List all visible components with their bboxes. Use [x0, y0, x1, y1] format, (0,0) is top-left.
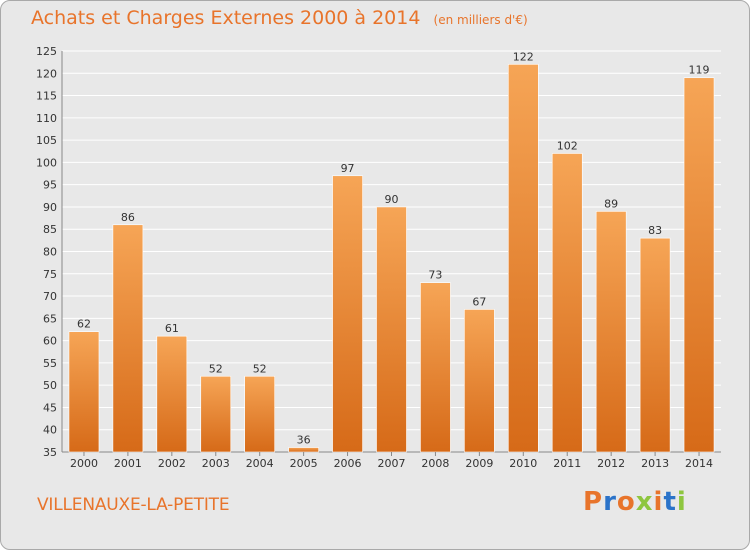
- logo-letter: i: [676, 487, 687, 517]
- y-tick-label: 110: [36, 112, 57, 125]
- y-tick-label: 75: [43, 268, 57, 281]
- data-label: 52: [209, 362, 223, 375]
- data-label: 102: [557, 139, 578, 152]
- data-label: 119: [689, 64, 710, 77]
- y-tick-label: 70: [43, 290, 57, 303]
- y-tick-label: 80: [43, 246, 57, 259]
- y-tick-label: 120: [36, 67, 57, 80]
- data-label: 62: [77, 318, 91, 331]
- logo-letter: r: [603, 487, 617, 517]
- bar: [112, 224, 144, 453]
- logo-letter: t: [663, 487, 677, 517]
- bar: [507, 64, 539, 453]
- data-label: 52: [253, 362, 267, 375]
- logo-letter: i: [653, 487, 664, 517]
- data-label: 83: [648, 224, 662, 237]
- x-tick-label: 2010: [509, 457, 537, 470]
- data-label: 89: [604, 197, 618, 210]
- commune-name: VILLENAUXE-LA-PETITE: [37, 495, 230, 515]
- data-label: 122: [513, 50, 534, 63]
- data-label: 36: [297, 434, 311, 447]
- y-tick-label: 125: [36, 45, 57, 58]
- x-tick-label: 2006: [334, 457, 362, 470]
- bar: [595, 211, 627, 453]
- bar: [464, 309, 495, 453]
- bar: [376, 206, 407, 453]
- y-tick-label: 40: [43, 424, 57, 437]
- data-label: 97: [341, 162, 355, 175]
- chart-header: Achats et Charges Externes 2000 à 2014 (…: [31, 7, 528, 29]
- x-tick-label: 2011: [553, 457, 581, 470]
- x-tick-label: 2004: [246, 457, 274, 470]
- data-label: 90: [385, 193, 399, 206]
- y-tick-label: 100: [36, 156, 57, 169]
- y-tick-label: 95: [43, 179, 57, 192]
- proxiti-logo: Proxiti: [583, 487, 687, 517]
- y-tick-label: 85: [43, 223, 57, 236]
- x-tick-label: 2009: [465, 457, 493, 470]
- chart-unit: (en milliers d'€): [433, 13, 528, 27]
- x-tick-label: 2014: [685, 457, 713, 470]
- y-tick-label: 60: [43, 335, 57, 348]
- x-tick-label: 2012: [597, 457, 625, 470]
- data-label: 61: [165, 322, 179, 335]
- bar: [420, 282, 451, 453]
- bar: [288, 447, 319, 453]
- bar: [551, 153, 583, 453]
- x-tick-label: 2005: [290, 457, 318, 470]
- x-tick-label: 2000: [70, 457, 98, 470]
- bar: [244, 375, 275, 453]
- logo-letter: o: [616, 487, 636, 517]
- y-tick-label: 35: [43, 446, 57, 459]
- y-tick-label: 105: [36, 134, 57, 147]
- bar: [68, 331, 100, 453]
- x-tick-label: 2001: [114, 457, 142, 470]
- bar: [156, 335, 188, 453]
- bar: [683, 77, 715, 453]
- y-tick-label: 55: [43, 357, 57, 370]
- x-tick-label: 2002: [158, 457, 186, 470]
- x-tick-label: 2007: [378, 457, 406, 470]
- bar: [200, 375, 232, 453]
- y-tick-label: 90: [43, 201, 57, 214]
- chart-title: Achats et Charges Externes 2000 à 2014: [31, 7, 421, 29]
- bar: [332, 175, 363, 453]
- data-label: 73: [428, 269, 442, 282]
- data-label: 67: [472, 295, 486, 308]
- x-tick-label: 2013: [641, 457, 669, 470]
- y-tick-label: 45: [43, 401, 57, 414]
- x-tick-label: 2008: [421, 457, 449, 470]
- y-tick-label: 115: [36, 90, 57, 103]
- bar: [639, 237, 671, 453]
- y-tick-label: 50: [43, 379, 57, 392]
- x-tick-label: 2003: [202, 457, 230, 470]
- logo-letter: x: [635, 487, 654, 517]
- y-tick-label: 65: [43, 312, 57, 325]
- data-label: 86: [121, 211, 135, 224]
- logo-letter: P: [583, 487, 604, 517]
